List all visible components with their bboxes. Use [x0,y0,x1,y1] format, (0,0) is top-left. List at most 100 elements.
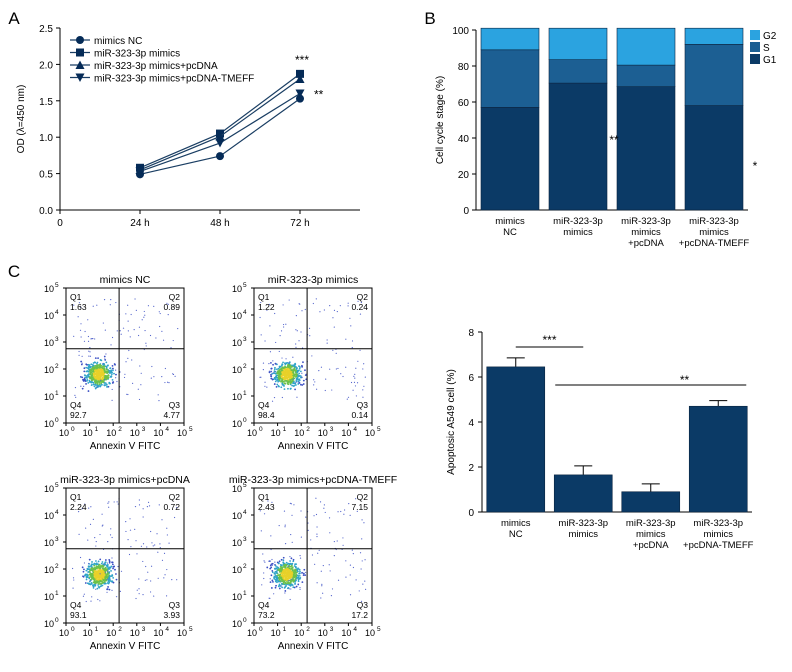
b-x-tick-label: mimics [699,227,729,238]
c-flow-dot [166,568,168,571]
c-flow-dot [85,527,87,529]
c-flow-dot [110,565,113,568]
c-flow-dot [100,370,102,373]
c-flow-quadrant-value: 0.72 [163,502,180,512]
c-flow-dot [273,396,276,399]
c-flow-dot [281,396,283,399]
c-flow-x-tick-exp: 5 [377,426,381,433]
b-bar-s [684,44,744,106]
c-flow-x-tick-label: 10 [271,628,281,638]
c-flow-dot [94,383,96,386]
c-flow-dot [290,563,292,565]
c-flow-dot [278,385,280,388]
c-flow-dot [95,562,98,565]
c-flow-dot [105,377,108,380]
c-flow-dot [129,336,131,338]
c-flow-dot [298,375,301,377]
c-flow-x-tick-label: 10 [365,628,375,638]
c-flow-dot [89,523,92,525]
c-flow-dot [104,571,106,573]
c-flow-dot [155,337,157,339]
c-flow-dot [143,310,145,313]
panel-label-b: B [424,9,435,28]
c-flow-dot [287,374,290,377]
c-flow-dot [300,536,302,538]
c-flow-dot [120,333,122,335]
c-flow-quadrant-value: 98.4 [258,410,275,420]
c-flow-dot [127,330,129,332]
c-flow-dot [323,504,325,506]
c-flow-dot [106,591,108,593]
a-series-3 [135,89,305,176]
c-flow-dot [290,571,293,574]
c-flow-dot [167,314,169,316]
c-flow-dot [124,373,126,375]
c-flow-dot [96,386,98,388]
c-flow-dot [113,501,115,503]
c-flow-dot [150,530,152,533]
b-y-tick-label: 80 [458,62,470,73]
c-flow-dot [356,510,358,512]
c-flow-dot [142,516,144,518]
c-flow-dot [290,564,293,567]
c-flow-y-tick-exp: 0 [243,417,247,424]
c-flow-dot [98,373,101,375]
c-flow-dot [107,570,109,572]
c-flow-dot [84,573,87,576]
c-flow-dot [280,564,283,567]
c-flow-dot [290,381,293,384]
c-flow-dot [153,305,155,308]
c-flow-dot [355,498,357,500]
c-flow-dot [266,386,268,388]
c-bar-x-tick-label: mimics [568,529,598,540]
c-flow-dot [302,361,304,364]
c-flow-dot [288,299,290,301]
c-flow-dot [126,393,128,395]
c-flow-y-tick-label: 10 [232,392,242,402]
c-flow-dot [339,305,341,307]
c-flow-dot [280,572,283,575]
c-flow-dot [94,574,97,576]
c-flow-dot [278,369,281,371]
c-flow-dot [144,314,146,316]
c-flow-dot [298,372,301,375]
c-flow-y-tick-exp: 3 [55,336,59,343]
c-flow-dot [349,594,352,596]
c-flow-dot [93,583,96,586]
c-flow-dot [153,376,155,378]
c-flow-dot [322,564,324,567]
c-flow-dot [102,363,105,366]
c-flow-dot [276,374,278,377]
c-flow-dot [331,588,334,590]
c-flow-y-tick-label: 10 [232,619,242,629]
c-flow-dot [123,376,126,379]
c-flow-dot [94,361,97,364]
c-flow-dot [297,576,300,579]
c-flow-dot [280,568,283,570]
c-flow-dot [274,362,277,365]
c-flow-dot [74,394,76,396]
c-flow-dot [282,323,285,326]
c-flow-dot [290,369,293,371]
b-bar-s [616,64,676,87]
c-flow-dot [141,319,143,321]
c-flow-quadrant-value: 92.7 [70,410,87,420]
c-flow-dot [301,384,304,386]
c-flow-dot [104,563,107,566]
c-flow-dot [311,355,313,357]
c-flow-dot [94,567,97,570]
c-flow-dot [284,363,287,366]
c-flow-dot [111,399,113,401]
c-flow-dot [349,574,351,576]
c-flow-dot [90,377,93,380]
c-flow-dot [272,360,274,362]
c-flow-dot [342,375,344,378]
c-flow-dot [99,576,102,579]
c-flow-dot [360,301,362,304]
c-flow-dot [284,379,287,382]
c-flow-dot [316,582,318,584]
c-flow-dot [288,579,290,582]
c-flow-dot [335,368,337,370]
c-flow-dot [94,375,97,378]
c-flow-dot [336,540,338,542]
